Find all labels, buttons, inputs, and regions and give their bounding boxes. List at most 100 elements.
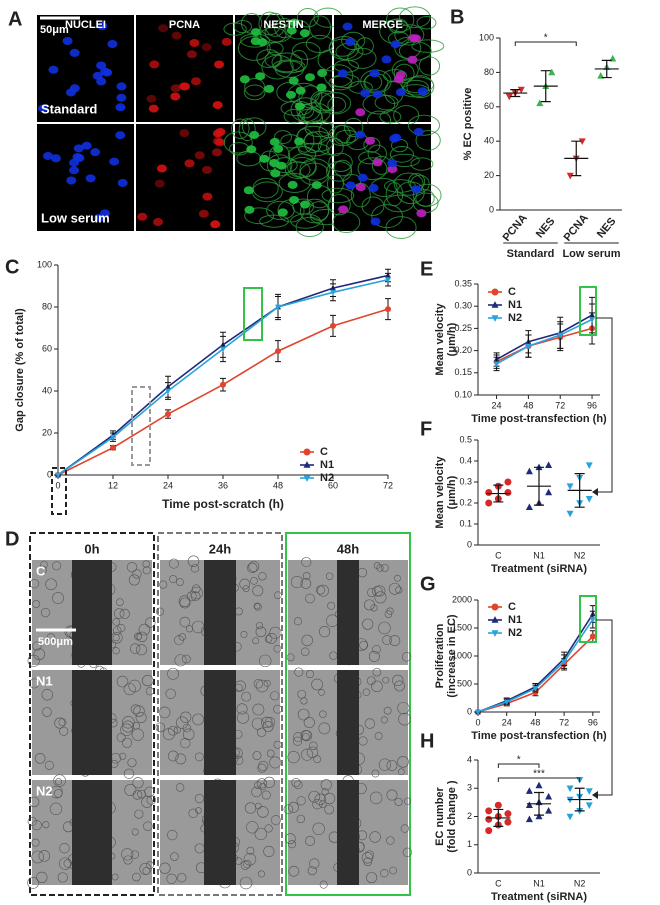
cell: [28, 796, 40, 808]
cell: [374, 591, 387, 604]
point: [545, 461, 553, 468]
nucleus: [387, 159, 398, 168]
nucleus: [289, 18, 300, 27]
cell: [57, 872, 68, 883]
cell: [46, 633, 56, 642]
point: [578, 138, 586, 146]
y-tick-label: 0.3: [459, 476, 472, 486]
cell: [304, 120, 334, 138]
cell: [410, 174, 430, 193]
point: [330, 322, 336, 329]
nucleus: [416, 209, 427, 218]
cell: [386, 789, 398, 801]
cell: [131, 828, 139, 836]
cell: [260, 716, 273, 729]
cell: [371, 680, 383, 693]
cell: [274, 591, 282, 599]
cell: [318, 722, 331, 735]
cell: [357, 157, 388, 181]
cell: [155, 607, 165, 616]
cell: [175, 753, 187, 765]
point: [536, 99, 544, 107]
cell: [167, 829, 178, 841]
micrograph: [334, 15, 431, 122]
cell: [314, 793, 326, 806]
cell: [333, 124, 351, 145]
point: [535, 781, 543, 789]
nucleus: [148, 104, 159, 113]
cell: [169, 575, 178, 584]
cell: [132, 872, 141, 882]
cell: [176, 716, 189, 729]
mean-error-bar: [567, 473, 592, 508]
cell: [237, 35, 271, 61]
cell: [306, 746, 319, 759]
cell: [178, 633, 187, 641]
cell: [243, 84, 266, 101]
cell: [287, 750, 300, 764]
x-tick-label: NES: [534, 215, 558, 240]
cell: [130, 850, 140, 859]
nucleus: [210, 220, 221, 229]
y-axis-label: Proliferation: [434, 623, 446, 688]
cell: [382, 676, 390, 684]
cell: [303, 716, 315, 729]
cell: [130, 704, 141, 715]
nucleus: [273, 144, 284, 153]
cell: [371, 204, 403, 229]
cell: [288, 865, 300, 877]
cell: [259, 654, 272, 668]
cell: [368, 650, 380, 662]
cell: [257, 763, 267, 773]
cell: [393, 172, 424, 196]
cell: [319, 92, 352, 115]
point: [566, 172, 574, 180]
arrow: [596, 317, 613, 493]
x-tick-label: NES: [595, 215, 619, 240]
cell: [302, 572, 311, 580]
cell: [309, 858, 320, 869]
cell: [308, 201, 330, 221]
cell: [173, 726, 181, 734]
nucleus: [117, 178, 128, 187]
legend-label: N2: [508, 627, 522, 639]
cell: [143, 821, 153, 831]
cell: [293, 780, 303, 790]
cell: [416, 16, 437, 30]
y-tick-label: 0.5: [459, 434, 472, 444]
point: [561, 659, 568, 665]
cell: [380, 716, 388, 724]
cell: [253, 679, 264, 689]
cell: [308, 790, 321, 803]
nucleus: [156, 164, 167, 173]
cell: [380, 869, 389, 878]
cell: [271, 52, 303, 73]
highlight-box: [243, 287, 263, 341]
cell: [252, 703, 265, 716]
cell: [290, 575, 303, 589]
point: [525, 801, 533, 808]
cell: [240, 860, 250, 870]
nucleus: [146, 94, 157, 103]
nucleus: [115, 103, 126, 112]
cell: [123, 683, 136, 696]
cell: [395, 586, 403, 594]
cell: [53, 774, 66, 787]
cell: [231, 118, 250, 140]
cell: [312, 822, 325, 835]
nucleus: [345, 181, 356, 190]
cell: [133, 705, 145, 717]
x-tick-label: 96: [588, 717, 598, 727]
column-label: NUCLEI: [65, 19, 106, 31]
x-tick-label: 48: [273, 480, 283, 490]
nucleus: [372, 90, 383, 99]
nucleus: [62, 37, 73, 46]
nucleus: [137, 212, 148, 221]
cell: [176, 578, 184, 586]
cell: [311, 678, 323, 691]
cell: [305, 34, 334, 54]
cell: [365, 850, 375, 860]
x-tick-label: 72: [383, 480, 393, 490]
y-tick-label: 0.15: [454, 367, 472, 377]
cell: [296, 796, 306, 806]
